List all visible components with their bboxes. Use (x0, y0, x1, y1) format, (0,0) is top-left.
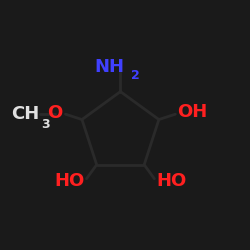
Text: 3: 3 (42, 118, 50, 131)
Text: OH: OH (177, 103, 208, 121)
Text: HO: HO (54, 172, 84, 190)
Text: CH: CH (11, 105, 40, 123)
Text: NH: NH (94, 58, 124, 76)
Text: O: O (47, 104, 62, 122)
Text: HO: HO (156, 172, 186, 190)
Text: 2: 2 (131, 69, 140, 82)
